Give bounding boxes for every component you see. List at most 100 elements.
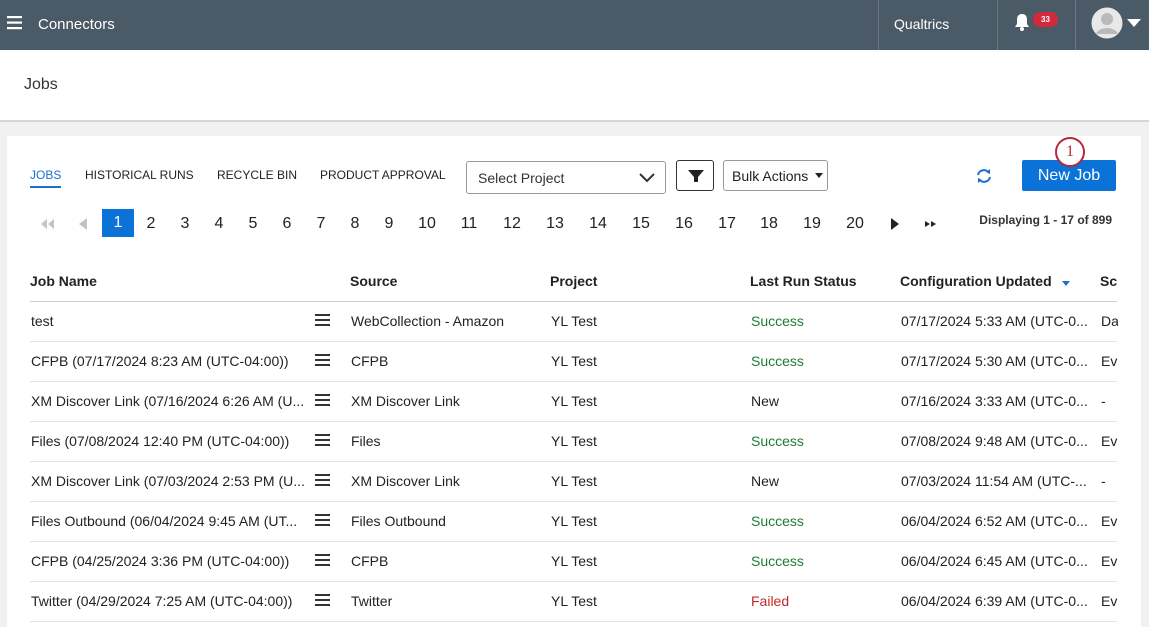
notification-badge: 33 <box>1033 12 1058 27</box>
cell-source: WebCollection - Amazon <box>351 313 505 329</box>
page-number[interactable]: 7 <box>316 215 326 232</box>
cell-sc: Ev <box>1101 553 1118 569</box>
refresh-icon[interactable] <box>975 167 993 185</box>
page-number[interactable]: 20 <box>846 215 864 232</box>
tab[interactable]: JOBS <box>30 168 62 188</box>
page-number[interactable]: 18 <box>760 215 778 232</box>
row-menu[interactable] <box>315 314 330 327</box>
page-number[interactable]: 15 <box>632 215 650 232</box>
cell-status: Success <box>751 513 804 529</box>
cell-status: New <box>751 473 780 489</box>
page-title: Jobs <box>24 76 58 93</box>
tab[interactable]: RECYCLE BIN <box>217 168 298 182</box>
cell-source: Files Outbound <box>351 513 446 529</box>
row-menu[interactable] <box>315 594 330 607</box>
prev-page[interactable] <box>78 217 88 231</box>
cell-job-name: Files Outbound (06/04/2024 9:45 AM (UT..… <box>31 513 298 529</box>
page-number[interactable]: 12 <box>503 215 521 232</box>
row-line <box>30 421 1117 422</box>
menu-bar <box>315 399 330 401</box>
project-select[interactable]: Select Project <box>466 161 666 194</box>
page-number[interactable]: 6 <box>282 215 292 232</box>
page-number[interactable]: 2 <box>146 215 156 232</box>
cell-updated: 07/08/2024 9:48 AM (UTC-0... <box>901 433 1088 449</box>
cell-job-name: Twitter (04/29/2024 7:25 AM (UTC-04:00)) <box>31 593 293 609</box>
bulk-actions[interactable]: Bulk Actions <box>723 160 828 191</box>
page-number[interactable]: 19 <box>803 215 821 232</box>
display-count: Displaying 1 - 17 of 899 <box>979 213 1112 227</box>
menu-bar <box>315 434 330 436</box>
page-number[interactable]: 14 <box>589 215 607 232</box>
tab[interactable]: PRODUCT APPROVAL <box>320 168 446 182</box>
cell-sc: Ev <box>1101 433 1118 449</box>
cell-status: New <box>751 393 780 409</box>
bell-icon[interactable] <box>1013 13 1031 31</box>
cell-job-name: XM Discover Link (07/16/2024 6:26 AM (U.… <box>31 393 305 409</box>
filter-icon <box>688 170 704 182</box>
row-line <box>30 621 1117 622</box>
cell-job-name: test <box>31 313 54 329</box>
menu-bar <box>315 354 330 356</box>
menu-bar <box>315 439 330 441</box>
page-number[interactable]: 4 <box>214 215 224 232</box>
row-menu[interactable] <box>315 394 330 407</box>
row-menu[interactable] <box>315 554 330 567</box>
cell-job-name: CFPB (04/25/2024 3:36 PM (UTC-04:00)) <box>31 553 290 569</box>
page-number[interactable]: 11 <box>460 215 478 232</box>
column-header[interactable]: Project <box>550 273 598 289</box>
cell-status: Failed <box>751 593 790 609</box>
row-menu[interactable] <box>315 354 330 367</box>
page-number[interactable]: 1 <box>102 209 134 237</box>
menu-bar <box>315 394 330 396</box>
cell-job-name: XM Discover Link (07/03/2024 2:53 PM (U.… <box>31 473 305 489</box>
brand[interactable]: Qualtrics <box>894 16 950 32</box>
select-placeholder: Select Project <box>478 170 565 186</box>
next-page[interactable] <box>890 217 900 231</box>
cell-project: YL Test <box>551 313 597 329</box>
avatar[interactable] <box>1090 7 1144 41</box>
first-page[interactable] <box>40 218 56 230</box>
cell-source: Twitter <box>351 593 393 609</box>
page-number[interactable]: 3 <box>180 215 190 232</box>
row-menu[interactable] <box>315 434 330 447</box>
page-number[interactable]: 16 <box>675 215 693 232</box>
column-header[interactable]: Sc <box>1100 273 1117 289</box>
page-number[interactable]: 8 <box>350 215 360 232</box>
cell-sc: Ev <box>1101 593 1118 609</box>
column-header[interactable]: Source <box>350 273 398 289</box>
page-number[interactable]: 5 <box>248 215 258 232</box>
page-number[interactable]: 17 <box>718 215 736 232</box>
cell-status: Success <box>751 433 804 449</box>
row-line <box>30 581 1117 582</box>
row-line <box>30 381 1117 382</box>
header-line <box>30 301 1117 302</box>
menu-bar <box>315 594 330 596</box>
app-name[interactable]: Connectors <box>38 16 115 33</box>
cell-updated: 07/17/2024 5:30 AM (UTC-0... <box>901 353 1088 369</box>
row-menu[interactable] <box>315 474 330 487</box>
cell-job-name: CFPB (07/17/2024 8:23 AM (UTC-04:00)) <box>31 353 289 369</box>
filter-button[interactable] <box>676 160 714 191</box>
tab[interactable]: HISTORICAL RUNS <box>85 168 194 182</box>
column-header[interactable]: Configuration Updated <box>900 273 1052 289</box>
menu-bar <box>315 479 330 481</box>
cell-status: Success <box>751 313 804 329</box>
row-menu[interactable] <box>315 514 330 527</box>
page-header: Jobs <box>0 50 1149 122</box>
column-header[interactable]: Last Run Status <box>750 273 857 289</box>
page-number[interactable]: 13 <box>546 215 564 232</box>
cell-sc: Ev <box>1101 513 1118 529</box>
page-number[interactable]: 9 <box>384 215 394 232</box>
cell-updated: 06/04/2024 6:39 AM (UTC-0... <box>901 593 1088 609</box>
menu-icon[interactable] <box>7 16 23 30</box>
row-line <box>30 461 1117 462</box>
last-page[interactable] <box>924 218 938 230</box>
bulk-actions-label: Bulk Actions <box>732 168 809 184</box>
column-header[interactable]: Job Name <box>30 273 97 289</box>
menu-bar <box>315 524 330 526</box>
page-number[interactable]: 10 <box>418 215 436 232</box>
cell-updated: 06/04/2024 6:45 AM (UTC-0... <box>901 553 1088 569</box>
menu-bar <box>315 554 330 556</box>
cell-updated: 07/17/2024 5:33 AM (UTC-0... <box>901 313 1088 329</box>
menu-bar <box>315 359 330 361</box>
